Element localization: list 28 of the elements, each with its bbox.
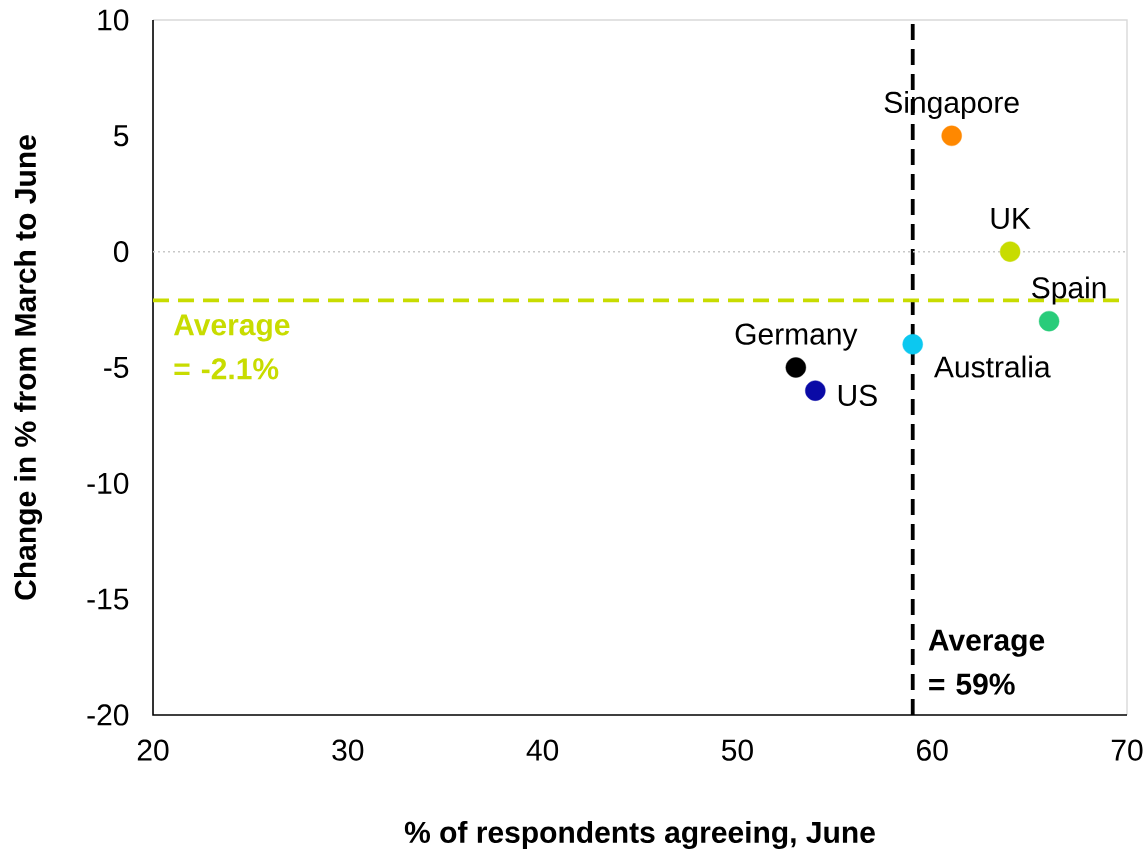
- series-label: Germany: [735, 323, 858, 351]
- x-tick-label: 30: [332, 739, 364, 761]
- series-label: UK: [991, 208, 1031, 229]
- x-tick-label: 20: [137, 739, 169, 761]
- x-tick-label: 50: [721, 739, 753, 761]
- x-tick-label: 40: [526, 739, 559, 761]
- y-tick-label: 5: [114, 125, 129, 147]
- point: [1038, 310, 1060, 332]
- x-axis-title: % of respondents agreeing, June: [404, 820, 875, 850]
- point: [785, 357, 807, 378]
- point: [902, 334, 923, 355]
- point: [999, 241, 1021, 262]
- x-tick-label: 60: [917, 739, 948, 761]
- y-tick-label: -15: [87, 588, 129, 610]
- y-tick-label: 10: [98, 9, 129, 31]
- legend-label: US: [838, 384, 877, 406]
- x-tick-label: 70: [1111, 739, 1143, 761]
- y-tick-label: -5: [104, 357, 129, 378]
- y-tick-label: -20: [87, 704, 129, 726]
- point: [805, 380, 826, 401]
- ref-line-label: Average = -2.1%: [173, 314, 290, 380]
- y-tick-label: -10: [87, 472, 129, 494]
- series-label: Spain: [1032, 276, 1106, 305]
- y-axis-title: Change in % from March to June: [14, 135, 43, 600]
- ref-line-label: Average = 59%: [928, 629, 1045, 695]
- series-label: Australia: [933, 355, 1051, 378]
- point: [941, 125, 962, 147]
- y-tick-label: 0: [113, 241, 129, 263]
